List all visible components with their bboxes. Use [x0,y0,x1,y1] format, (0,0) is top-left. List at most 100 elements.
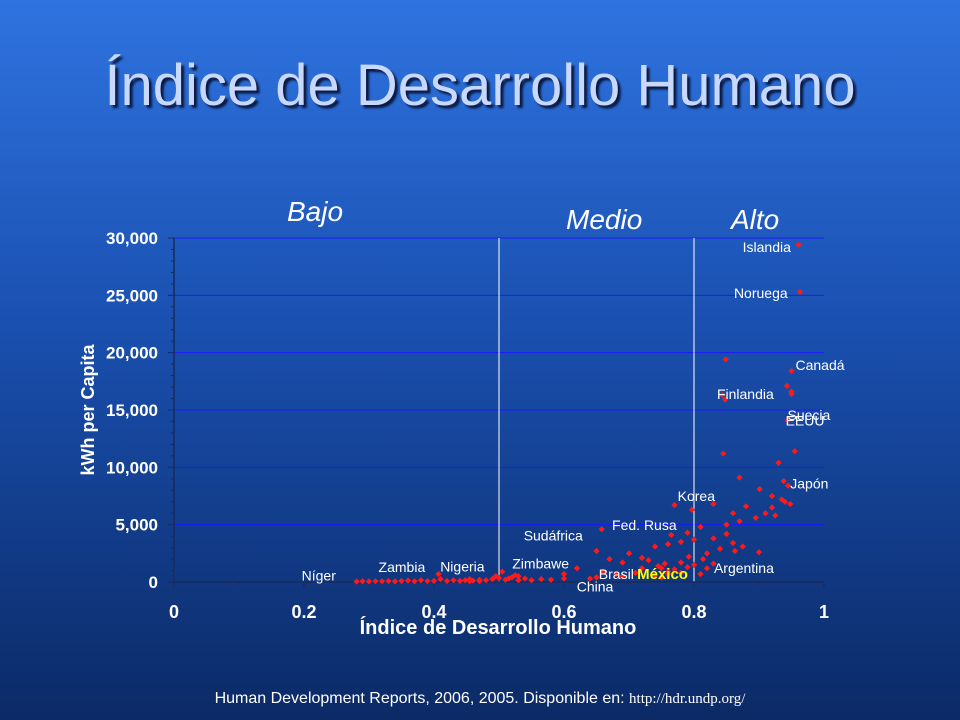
data-point [661,560,668,567]
data-point [756,486,763,493]
point-label: Brasil [599,566,634,582]
point-label: Canadá [796,357,845,373]
data-point [573,565,581,572]
data-point [788,388,795,395]
point-label: Argentina [714,560,774,576]
point-label: China [577,579,614,595]
band-label-medium: Medio [566,204,643,235]
data-point [699,555,707,563]
data-point [482,577,490,584]
data-point [796,288,804,296]
data-point [560,575,568,582]
data-point [755,549,763,556]
slide-title: Índice de Desarrollo Humano [104,53,856,118]
point-layer [353,241,804,585]
point-label: Fed. Rusa [612,517,677,533]
data-point [768,492,776,500]
data-point [729,539,737,547]
data-point [791,448,798,455]
data-point [560,570,568,578]
data-point [658,574,665,581]
data-point [684,563,691,571]
data-point [424,577,431,585]
source-text: Human Development Reports, 2006, 2005. D… [214,690,630,707]
data-point [359,578,366,585]
data-point [722,396,729,403]
point-label: Suecia [788,407,831,423]
x-tick-label: 0.8 [681,602,706,622]
x-axis-title: Índice de Desarrollo Humano [360,616,637,639]
data-point [716,545,724,552]
source-url: http://hdr.undp.org/ [629,691,746,707]
data-point [593,547,600,555]
point-label: Japón [790,476,828,492]
data-point [677,569,685,576]
data-point [668,531,675,539]
data-point [606,555,613,563]
data-point [417,577,425,584]
data-point [612,570,620,578]
data-point [398,577,405,585]
data-point [645,557,652,564]
source-footer: Human Development Reports, 2006, 2005. D… [0,690,960,708]
data-point [722,356,729,363]
data-point [788,367,795,375]
data-point [785,482,792,489]
y-tick-label: 10,000 [106,458,158,477]
data-point [762,510,769,517]
data-point [768,504,776,511]
data-point [515,577,522,584]
point-label: Níger [302,568,337,584]
data-point [462,577,469,584]
data-point [547,576,555,583]
data-point [489,576,496,583]
x-tick-label: 0.2 [291,602,316,622]
data-point [671,566,678,573]
x-tick-label: 0.4 [421,602,446,622]
data-point [710,535,717,542]
data-point [697,523,704,531]
data-point [598,526,605,533]
y-tick-label: 15,000 [106,401,158,420]
data-point [619,573,626,580]
data-point [443,577,451,585]
data-point [450,577,457,584]
data-point [677,559,685,566]
data-point [703,550,711,557]
data-point [625,550,633,557]
data-point [731,547,739,555]
data-point [411,578,418,585]
data-point [365,578,373,585]
point-label: México [637,566,688,583]
y-tick-label: 5,000 [115,516,158,535]
x-tick-label: 1 [819,602,829,622]
point-label: Zambia [379,559,426,575]
data-point [353,578,360,585]
data-point [599,568,607,575]
data-point [651,543,659,550]
data-point [677,538,685,545]
data-point [780,477,787,485]
data-point [528,577,535,584]
data-point [664,541,672,548]
band-label-low: Bajo [287,196,344,227]
data-point [690,536,698,543]
data-point [703,565,711,572]
point-label: Finlandia [717,386,774,402]
data-point [619,559,626,566]
point-label: EEUU [786,412,825,428]
data-point [586,575,594,582]
data-point [664,570,672,578]
y-tick-label: 25,000 [106,286,158,305]
data-point [783,382,791,390]
x-tick-label: 0 [169,602,179,622]
point-label: Islandia [743,239,791,255]
data-point [502,576,509,583]
grid-layer [174,237,824,582]
data-point [437,576,444,583]
axis-layer: 0 5,000 10,000 15,000 20,000 25,000 30,000 0 0.2… [106,229,829,622]
y-tick-label: 0 [149,573,158,592]
data-point [710,560,717,567]
data-point [684,529,691,536]
